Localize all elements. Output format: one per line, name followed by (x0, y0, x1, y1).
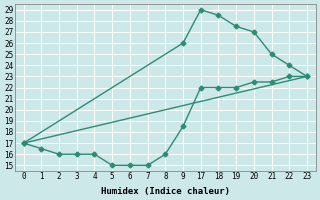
X-axis label: Humidex (Indice chaleur): Humidex (Indice chaleur) (101, 187, 230, 196)
